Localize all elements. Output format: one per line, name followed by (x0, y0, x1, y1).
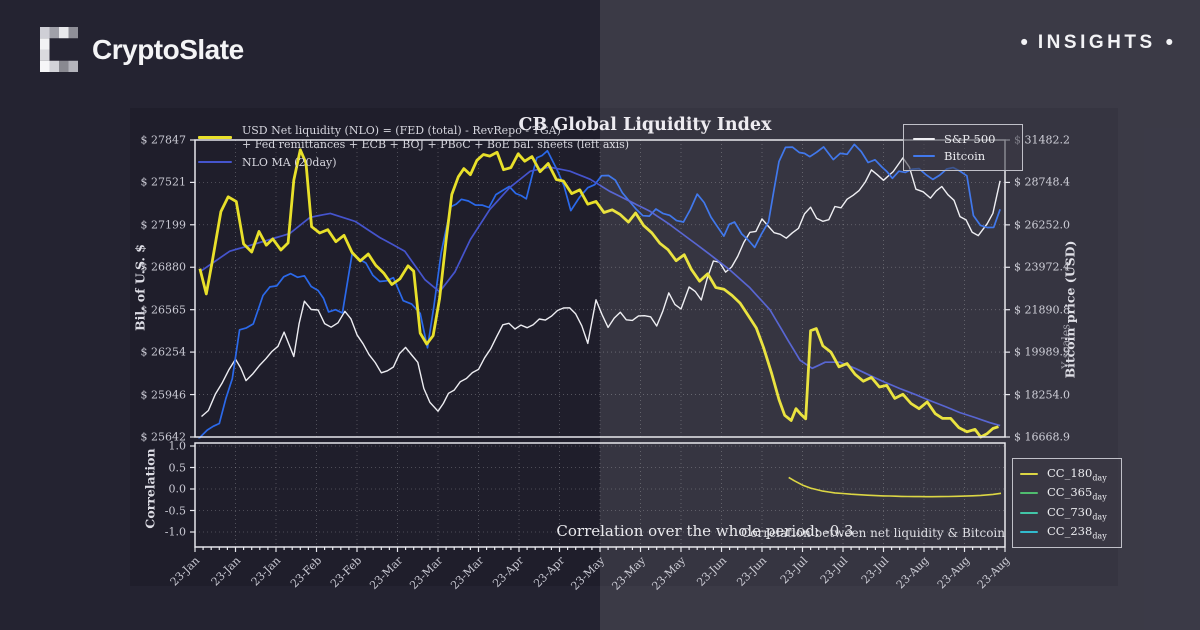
logo-pixel (40, 60, 50, 72)
brand: CryptoSlate (40, 27, 244, 72)
logo-pixel (68, 60, 78, 72)
cc-legend-sub: day (1092, 492, 1107, 502)
chart-title: CB Global Liquidity Index (518, 115, 772, 135)
insights-text: INSIGHTS (1037, 32, 1156, 53)
nlo-line-swatch (198, 136, 232, 140)
series-Bitcoin (197, 143, 1001, 439)
series-S&P 500 (201, 157, 1001, 418)
whole-period-correlation-annotation: Correlation over the whole period: -0.3 (556, 522, 854, 540)
insights-label: • INSIGHTS • (1021, 31, 1173, 55)
series-NLO MA (20day) (199, 166, 1001, 427)
correlation-axis-tick: 0.0 (168, 482, 187, 496)
nlo-legend-line2: + Fed remittances + ECB + BOJ + PBoC + B… (242, 137, 630, 151)
sp500-line-swatch (913, 138, 935, 140)
brand-name: CryptoSlate (92, 33, 244, 65)
legend-item-nlo: USD Net liquidity (NLO) = (FED (total) -… (198, 124, 629, 152)
left-axis-tick: $ 26254 (140, 345, 187, 359)
correlation-legend: CC_180day CC_365day CC_730day CC_238day (1012, 458, 1122, 549)
correlation-axis-title: Correlation (142, 448, 158, 529)
right-axis-tick: $ 19989.9 (1014, 345, 1070, 359)
cc-legend-item: CC_180day (1020, 466, 1114, 482)
price-legend: S&P 500 Bitcoin (903, 124, 1023, 171)
cc-legend-item: CC_238day (1020, 524, 1114, 540)
bitcoin-line-swatch (913, 155, 935, 157)
correlation-axis-tick: 0.5 (168, 461, 187, 474)
cryptoslate-logo-icon (40, 27, 78, 72)
cc-line-swatch (1020, 492, 1038, 495)
right-axis-tick: $ 16668.9 (1014, 430, 1070, 444)
left-axis-tick: $ 27199 (140, 218, 187, 232)
right-axis-tick: $ 28748.4 (1014, 175, 1070, 189)
left-axis-tick: $ 26565 (140, 303, 187, 317)
logo-pixel (40, 49, 50, 61)
cc-legend-label: CC_180day (1047, 466, 1107, 483)
logo-pixel (59, 60, 69, 72)
logo-pixel (59, 27, 69, 39)
cc-legend-sub: day (1092, 511, 1107, 521)
right-axis-tick: $ 26252.0 (1014, 218, 1070, 232)
legend-item-sp500: S&P 500 (913, 132, 1013, 146)
nlo-ma-legend-label: NLO MA (20day) (242, 155, 337, 169)
nlo-ma-line-swatch (198, 161, 232, 164)
cc-legend-sub: day (1092, 473, 1107, 483)
cc-line-swatch (1020, 511, 1038, 514)
left-axis-tick: $ 27521 (140, 175, 187, 189)
logo-pixel (40, 27, 50, 39)
cc-line-swatch (1020, 531, 1038, 534)
correlation-axis-tick: -0.5 (164, 504, 186, 517)
bullet-icon: • (1165, 31, 1173, 54)
bitcoin-legend-label: Bitcoin (944, 149, 986, 163)
left-axis-title: Bil. of U.S. $ (132, 244, 148, 331)
cc-legend-item: CC_730day (1020, 505, 1114, 521)
logo-pixel (68, 27, 78, 39)
cc-legend-label: CC_238day (1047, 523, 1107, 541)
right-axis-tick: $ 23972.4 (1014, 260, 1070, 274)
logo-pixel (49, 60, 59, 72)
logo-pixel (40, 38, 50, 50)
correlation-subplot-title: Correlation between net liquidity & Bitc… (741, 526, 1005, 540)
logo-pixel (49, 27, 59, 39)
right-axis-tick: $ 21890.8 (1014, 303, 1070, 317)
series-USD Net liquidity (NLO) (198, 148, 999, 439)
nlo-legend-line1: USD Net liquidity (NLO) = (FED (total) -… (242, 124, 561, 137)
legend-item-nlo-ma: NLO MA (20day) (198, 156, 629, 170)
left-axis-tick: $ 25946 (140, 388, 187, 402)
left-axis-tick: $ 25642 (140, 430, 187, 444)
sp500-legend-label: S&P 500 (944, 132, 996, 146)
bullet-icon: • (1020, 31, 1028, 54)
legend-item-bitcoin: Bitcoin (913, 149, 1013, 163)
series-CC_180day (788, 476, 1002, 498)
cc-legend-item: CC_365day (1020, 485, 1114, 502)
right-axis-tick: $ 18254.0 (1014, 388, 1070, 402)
right-axis-tick: $ 31482.2 (1014, 133, 1070, 147)
nlo-legend: USD Net liquidity (NLO) = (FED (total) -… (198, 124, 629, 169)
left-axis-tick: $ 26880 (140, 260, 187, 274)
cc-legend-label: CC_365day (1047, 485, 1107, 502)
main-plot-border (194, 139, 1006, 438)
correlation-axis-tick: -1.0 (164, 525, 186, 539)
cc-legend-sub: day (1092, 531, 1107, 541)
correlation-axis-tick: 1.0 (168, 439, 187, 453)
cc-legend-label: CC_730day (1047, 504, 1107, 521)
cc-line-swatch (1020, 473, 1038, 476)
left-axis-tick: $ 27847 (140, 133, 187, 147)
